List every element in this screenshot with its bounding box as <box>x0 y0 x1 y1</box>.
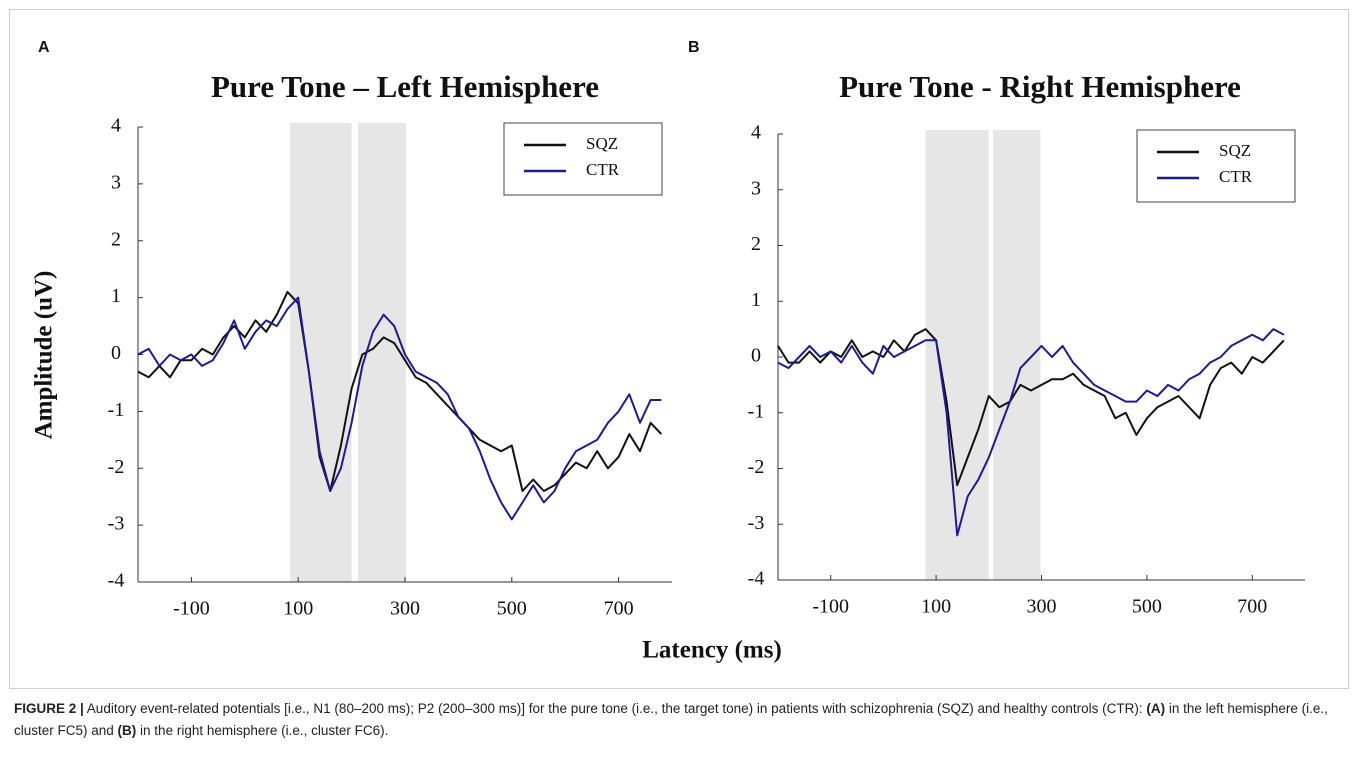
caption-text: in the left hemisphere (i.e., cluster FC… <box>14 701 1328 738</box>
figure: A B Amplitude (uV) Latency (ms) Pure Ton… <box>31 39 1305 664</box>
y-tick-label: -1 <box>748 400 765 422</box>
y-tick-label: 2 <box>751 233 761 255</box>
x-tick-label: 500 <box>497 598 527 620</box>
shaded-region <box>290 123 352 582</box>
y-tick-label: -3 <box>108 513 125 535</box>
y-tick-label: 4 <box>111 115 121 137</box>
caption: FIGURE 2 | Auditory event-related potent… <box>14 698 1344 742</box>
x-tick-label: 100 <box>921 596 951 618</box>
legend-label: CTR <box>1219 167 1253 186</box>
series-line <box>137 290 663 492</box>
caption-text: FIGURE 2 | <box>14 701 84 716</box>
series-line <box>777 328 1285 537</box>
figure-frame <box>9 9 1349 689</box>
panel-label: A <box>38 39 50 56</box>
y-tick-label: 4 <box>751 122 761 144</box>
y-tick-label: -4 <box>748 568 765 590</box>
x-tick-label: 500 <box>1132 596 1162 618</box>
x-axis-label: Latency (ms) <box>642 637 782 664</box>
y-axis-label: Amplitude (uV) <box>31 271 58 440</box>
caption-text: Auditory event-related potentials [i.e.,… <box>83 701 1147 716</box>
legend-label: SQZ <box>586 134 618 153</box>
x-tick-label: 300 <box>1027 596 1057 618</box>
y-tick-label: 2 <box>111 228 121 250</box>
x-tick-label: 300 <box>390 598 420 620</box>
x-tick-label: 700 <box>604 598 634 620</box>
y-tick-label: -2 <box>108 456 125 478</box>
y-tick-label: 0 <box>111 342 121 364</box>
y-tick-label: -1 <box>108 399 125 421</box>
y-tick-label: 1 <box>751 289 761 311</box>
legend-box <box>1136 129 1296 203</box>
series-line <box>777 328 1285 487</box>
x-tick-label: -100 <box>812 596 849 618</box>
series-line <box>137 296 662 521</box>
legend-label: SQZ <box>1219 141 1251 160</box>
y-tick-label: 1 <box>111 285 121 307</box>
caption-text: in the right hemisphere (i.e., cluster F… <box>136 723 389 738</box>
y-tick-label: 0 <box>751 345 761 367</box>
chart-title: Pure Tone – Left Hemisphere <box>211 69 599 104</box>
x-tick-label: 100 <box>283 598 313 620</box>
y-tick-label: 3 <box>111 171 121 193</box>
legend-box <box>503 122 663 196</box>
x-tick-label: -100 <box>173 598 210 620</box>
chart-title: Pure Tone - Right Hemisphere <box>839 69 1241 104</box>
panel-label: B <box>688 39 700 56</box>
caption-text: (A) <box>1146 701 1166 716</box>
caption-text: (B) <box>117 723 137 738</box>
y-tick-label: 3 <box>751 177 761 199</box>
legend-label: CTR <box>586 160 620 179</box>
x-tick-label: 700 <box>1237 596 1267 618</box>
y-tick-label: -2 <box>748 456 765 478</box>
y-tick-label: -4 <box>108 570 125 592</box>
shaded-region <box>925 130 989 580</box>
y-tick-label: -3 <box>748 512 765 534</box>
